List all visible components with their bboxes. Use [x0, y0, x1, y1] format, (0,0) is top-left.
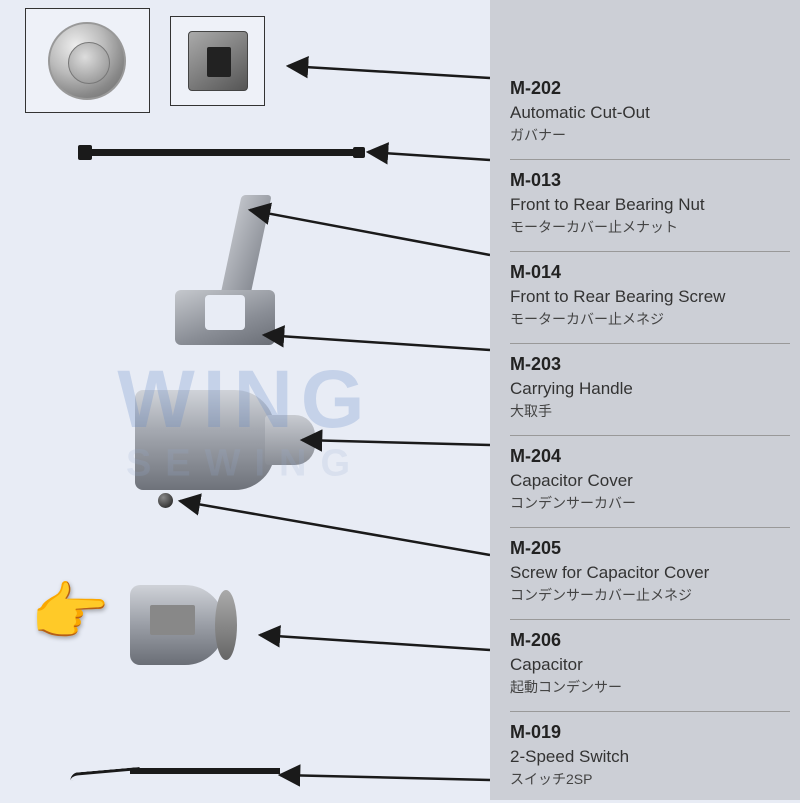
carrying-handle	[175, 195, 295, 360]
thumbnail-cutout	[25, 8, 150, 113]
part-code: M-014	[510, 262, 790, 283]
part-name-ja: ガバナー	[510, 125, 790, 145]
part-entry: M-206 Capacitor起動コンデンサー	[510, 619, 790, 711]
part-code: M-019	[510, 722, 790, 743]
part-entry: M-204 Capacitor Coverコンデンサーカバー	[510, 435, 790, 527]
part-code: M-013	[510, 170, 790, 191]
part-code: M-206	[510, 630, 790, 651]
cover-screw	[158, 493, 173, 508]
part-name-ja: スイッチ2SP	[510, 769, 790, 789]
bearing-nut-rod	[90, 149, 355, 156]
part-name-en: Front to Rear Bearing Nut	[510, 195, 790, 215]
capacitor	[130, 585, 240, 675]
part-entry: M-203 Carrying Handle大取手	[510, 343, 790, 435]
part-name-ja: 大取手	[510, 401, 790, 421]
part-code: M-204	[510, 446, 790, 467]
thumbnail-governor	[170, 16, 265, 106]
part-name-en: Screw for Capacitor Cover	[510, 563, 790, 583]
pointer-emoji: 👉	[30, 580, 110, 644]
part-entry: M-202 Automatic Cut-Outガバナー	[510, 10, 790, 159]
part-entry: M-205 Screw for Capacitor Coverコンデンサーカバー止…	[510, 527, 790, 619]
two-speed-switch	[70, 768, 270, 780]
part-name-en: 2-Speed Switch	[510, 747, 790, 767]
part-code: M-203	[510, 354, 790, 375]
part-name-ja: モーターカバー止メナット	[510, 217, 790, 237]
governor-icon	[188, 31, 248, 91]
part-name-ja: コンデンサーカバー	[510, 493, 790, 513]
parts-list-panel: M-202 Automatic Cut-Outガバナー M-013 Front to …	[490, 0, 800, 800]
part-name-en: Capacitor	[510, 655, 790, 675]
part-name-ja: 起動コンデンサー	[510, 677, 790, 697]
top-thumbnail-row	[25, 8, 265, 113]
part-name-en: Carrying Handle	[510, 379, 790, 399]
cutout-icon	[48, 22, 128, 100]
part-entry: M-019 2-Speed Switchスイッチ2SP	[510, 711, 790, 803]
part-code: M-202	[510, 78, 790, 99]
capacitor-cover	[135, 370, 315, 510]
part-name-en: Capacitor Cover	[510, 471, 790, 491]
part-name-ja: コンデンサーカバー止メネジ	[510, 585, 790, 605]
part-entry: M-013 Front to Rear Bearing Nutモーターカバー止メナ…	[510, 159, 790, 251]
part-entry: M-014 Front to Rear Bearing Screwモーターカバー止…	[510, 251, 790, 343]
part-name-en: Front to Rear Bearing Screw	[510, 287, 790, 307]
diagram-panel: 👉 WING SEWING	[0, 0, 490, 800]
part-name-ja: モーターカバー止メネジ	[510, 309, 790, 329]
part-code: M-205	[510, 538, 790, 559]
part-name-en: Automatic Cut-Out	[510, 103, 790, 123]
